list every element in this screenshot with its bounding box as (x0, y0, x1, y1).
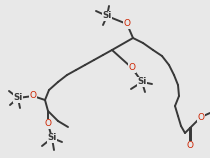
Text: O: O (45, 119, 51, 128)
Text: Si: Si (47, 134, 57, 143)
Text: O: O (197, 112, 205, 122)
Text: Si: Si (102, 12, 112, 21)
Text: O: O (123, 19, 130, 28)
Text: O: O (129, 64, 135, 73)
Text: Si: Si (137, 78, 147, 86)
Text: O: O (29, 91, 37, 100)
Text: O: O (186, 142, 193, 151)
Text: Si: Si (13, 94, 23, 103)
